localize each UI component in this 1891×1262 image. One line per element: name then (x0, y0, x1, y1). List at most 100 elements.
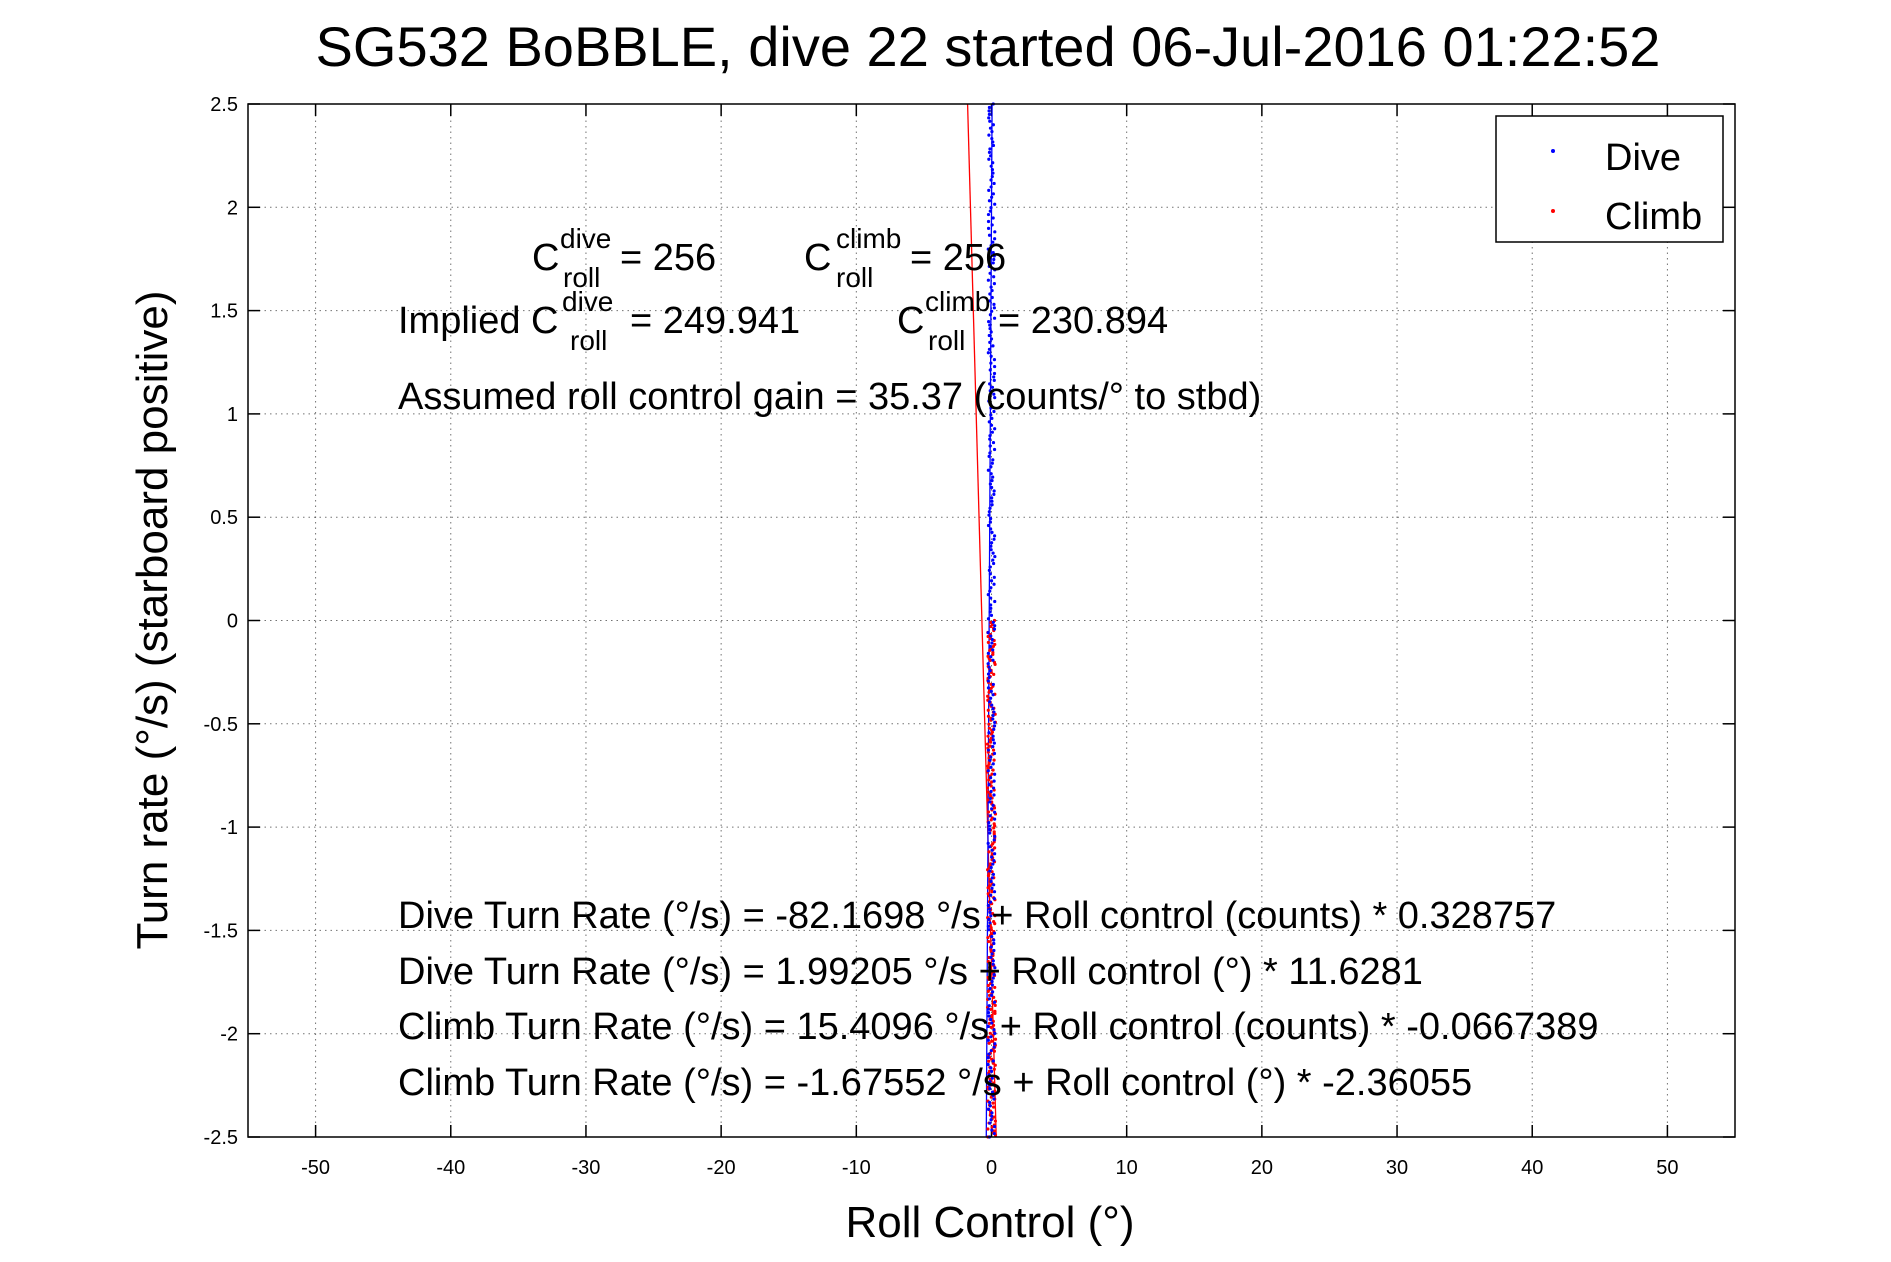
climb-point (992, 995, 996, 1000)
dive-point (989, 789, 993, 794)
climb-point (986, 694, 990, 698)
dive-point (987, 188, 991, 192)
dive-point (989, 1049, 993, 1053)
climb-point (990, 1013, 994, 1017)
dive-point (990, 385, 995, 389)
dive-point (988, 437, 992, 441)
dive-point (988, 758, 992, 763)
dive-point (992, 489, 996, 493)
dive-point (987, 510, 991, 514)
dive-point (987, 568, 991, 573)
dive-point (986, 1007, 990, 1011)
x-tick-labels: -50 -40 -30 -20 -10 0 10 20 30 40 50 (301, 1157, 1678, 1179)
dive-point (986, 226, 991, 230)
legend: Dive Climb (1495, 115, 1724, 243)
dive-point (992, 358, 997, 362)
dive-point (989, 689, 993, 693)
dive-point (988, 299, 992, 303)
dive-point (992, 375, 996, 379)
dive-point (990, 478, 994, 483)
dive-point (990, 485, 994, 490)
dive-point (987, 264, 991, 268)
climb-point (987, 1059, 991, 1063)
dive-point (986, 630, 990, 635)
dive-point (990, 993, 994, 997)
climb-point (988, 744, 992, 748)
climb-point (993, 1003, 997, 1007)
dive-point (988, 271, 992, 275)
dive-point (986, 686, 991, 690)
dive-point (989, 361, 993, 365)
dive-point (990, 541, 994, 545)
climb-point (991, 748, 996, 752)
dive-point (986, 247, 990, 251)
dive-point (989, 586, 993, 590)
implied-climb-sup: climb (925, 286, 990, 317)
climb-point (992, 672, 996, 676)
dive-point (987, 821, 991, 825)
implied-climb-value: = 230.894 (998, 300, 1168, 342)
dive-point (993, 834, 997, 839)
legend-label-dive: Dive (1605, 137, 1681, 179)
dive-point (988, 831, 992, 835)
dive-point (986, 219, 991, 224)
dive-point (992, 181, 996, 186)
dive-point (992, 727, 996, 731)
climb-point (987, 884, 992, 888)
climb-point (985, 786, 990, 790)
climb-point (992, 830, 996, 834)
climb-point (990, 780, 994, 784)
implied-dive-sup: dive (562, 286, 613, 317)
dive-point (987, 399, 991, 403)
dive-point (988, 1121, 992, 1125)
climb-point (992, 1081, 996, 1085)
dive-point (988, 1100, 992, 1105)
dive-point (991, 1093, 995, 1098)
y-tick-label: 1 (227, 404, 238, 426)
dive-point (992, 859, 996, 863)
annotation-fit-dive-counts: Dive Turn Rate (°/s) = -82.1698 °/s + Ro… (398, 895, 1556, 937)
dive-point (989, 330, 993, 334)
dive-point (991, 261, 995, 265)
y-tick-label: 2.5 (210, 94, 238, 116)
dive-point (989, 755, 993, 759)
dive-point (990, 223, 994, 227)
dive-point (986, 903, 991, 908)
dive-point (987, 333, 991, 338)
climb-point (991, 1023, 996, 1027)
dive-point (989, 472, 993, 476)
dive-point (986, 679, 990, 683)
dive-point (990, 876, 994, 880)
dive-point (989, 696, 993, 700)
dive-point (987, 1004, 991, 1008)
implied-dive-prefix: Implied C (398, 300, 559, 342)
climb-point (986, 714, 991, 718)
dive-point (990, 1114, 994, 1118)
dive-point (991, 551, 995, 555)
y-tick-label: 2 (227, 197, 238, 219)
dive-point (993, 237, 997, 241)
dive-point (986, 662, 990, 666)
legend-box (1495, 115, 1724, 243)
x-tick-label: -30 (572, 1157, 601, 1179)
dive-point (989, 164, 993, 168)
dive-point (987, 928, 991, 932)
dive-point (991, 762, 995, 766)
dive-point (989, 945, 993, 949)
climb-point (986, 640, 990, 645)
dive-point (990, 952, 994, 956)
dive-point (989, 185, 993, 189)
dive-point (989, 406, 993, 410)
dive-point (990, 174, 994, 179)
climb-point (986, 1127, 990, 1131)
dive-point (989, 955, 993, 959)
dive-point (989, 527, 993, 531)
implied-climb-symbol: C (897, 300, 924, 342)
dive-point (993, 364, 997, 369)
dive-point (986, 468, 990, 472)
dive-point (992, 627, 997, 631)
dive-point (993, 966, 997, 970)
dive-point (989, 423, 994, 427)
dive-point (990, 461, 994, 465)
dive-point (992, 948, 996, 953)
